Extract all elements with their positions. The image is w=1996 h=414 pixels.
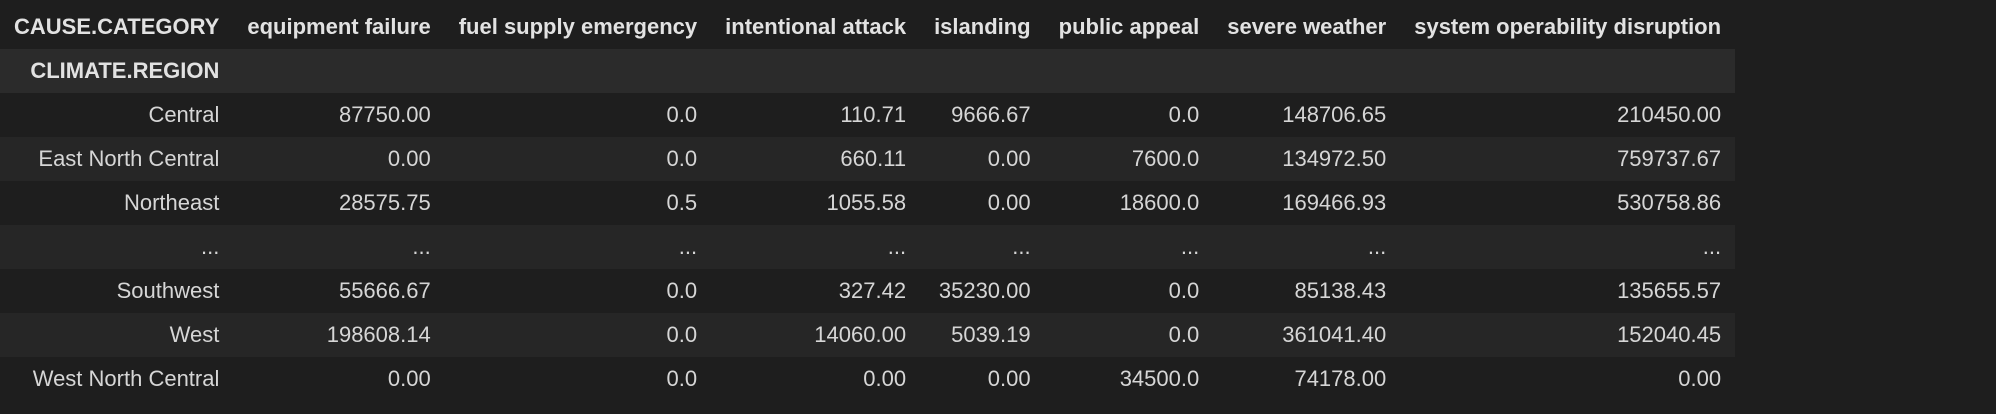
table-cell: 759737.67	[1617, 146, 1722, 171]
table-cell: 85138.43	[1294, 278, 1387, 303]
table-cell: 55666.67	[338, 278, 431, 303]
table-cell: 0.0	[1168, 278, 1200, 303]
table-cell: 198608.14	[326, 322, 431, 347]
table-cell: 0.0	[666, 366, 698, 391]
table-row: Southwest 55666.67 0.0 327.42 35230.00 0…	[0, 269, 1736, 313]
column-header: public appeal	[1044, 5, 1214, 49]
table-cell: 5039.19	[951, 322, 1031, 347]
row-index-label: Southwest	[116, 278, 220, 303]
table-cell: 0.00	[387, 366, 431, 391]
table-cell: 152040.45	[1617, 322, 1722, 347]
table-cell: 0.0	[666, 278, 698, 303]
table-cell: 14060.00	[814, 322, 907, 347]
table-cell: 210450.00	[1617, 102, 1722, 127]
table-cell: 361041.40	[1282, 322, 1387, 347]
column-header-row: CAUSE.CATEGORY equipment failure fuel su…	[0, 5, 1736, 49]
row-index-label: Northeast	[123, 190, 220, 215]
ellipsis-row: ... ... ... ... ... ... ... ...	[0, 225, 1736, 269]
table-cell: 9666.67	[951, 102, 1031, 127]
dataframe-table: CAUSE.CATEGORY equipment failure fuel su…	[0, 5, 1736, 401]
index-name-row: CLIMATE.REGION	[0, 49, 1736, 93]
table-cell: 134972.50	[1282, 146, 1387, 171]
index-name-header: CLIMATE.REGION	[0, 49, 234, 93]
table-row: West 198608.14 0.0 14060.00 5039.19 0.0 …	[0, 313, 1736, 357]
table-cell: ...	[1012, 234, 1031, 259]
table-cell: 87750.00	[338, 102, 431, 127]
table-cell: 0.00	[387, 146, 431, 171]
row-index-label: ...	[201, 234, 220, 259]
columns-name-header: CAUSE.CATEGORY	[0, 5, 234, 49]
table-row: Northeast 28575.75 0.5 1055.58 0.00 1860…	[0, 181, 1736, 225]
table-cell: 327.42	[838, 278, 907, 303]
column-header: severe weather	[1213, 5, 1401, 49]
table-cell: 28575.75	[338, 190, 431, 215]
table-cell: 0.0	[666, 102, 698, 127]
column-header: equipment failure	[233, 5, 445, 49]
row-index-label: Central	[148, 102, 220, 127]
table-cell: 0.00	[987, 366, 1031, 391]
table-cell: 18600.0	[1119, 190, 1200, 215]
row-index-label: East North Central	[38, 146, 220, 171]
table-cell: 0.0	[1168, 322, 1200, 347]
table-row: Central 87750.00 0.0 110.71 9666.67 0.0 …	[0, 93, 1736, 137]
column-header: fuel supply emergency	[444, 5, 712, 49]
table-cell: ...	[412, 234, 431, 259]
table-cell: ...	[1367, 234, 1387, 259]
column-header: islanding	[920, 5, 1045, 49]
table-cell: 1055.58	[826, 190, 907, 215]
table-cell: 0.5	[666, 190, 698, 215]
table-cell: 110.71	[840, 102, 907, 127]
table-cell: 35230.00	[938, 278, 1031, 303]
table-cell: 148706.65	[1282, 102, 1387, 127]
table-cell: 0.00	[987, 190, 1031, 215]
table-row: East North Central 0.00 0.0 660.11 0.00 …	[0, 137, 1736, 181]
table-cell: 0.0	[666, 322, 698, 347]
table-cell: ...	[1702, 234, 1722, 259]
row-index-label: West North Central	[32, 366, 220, 391]
table-cell: 7600.0	[1131, 146, 1200, 171]
table-cell: 74178.00	[1294, 366, 1387, 391]
table-cell: 135655.57	[1617, 278, 1722, 303]
table-cell: 0.0	[1168, 102, 1200, 127]
table-cell: 0.0	[666, 146, 698, 171]
column-header: system operability disruption	[1400, 5, 1736, 49]
table-cell: 0.00	[863, 366, 907, 391]
table-cell: ...	[678, 234, 698, 259]
row-index-label: West	[169, 322, 220, 347]
table-row: West North Central 0.00 0.0 0.00 0.00 34…	[0, 357, 1736, 401]
table-cell: 169466.93	[1282, 190, 1387, 215]
column-header: intentional attack	[711, 5, 921, 49]
table-cell: ...	[1180, 234, 1200, 259]
table-cell: 34500.0	[1119, 366, 1200, 391]
table-cell: 0.00	[987, 146, 1031, 171]
table-cell: 660.11	[840, 146, 907, 171]
table-cell: 530758.86	[1617, 190, 1722, 215]
table-cell: 0.00	[1678, 366, 1722, 391]
table-cell: ...	[887, 234, 907, 259]
